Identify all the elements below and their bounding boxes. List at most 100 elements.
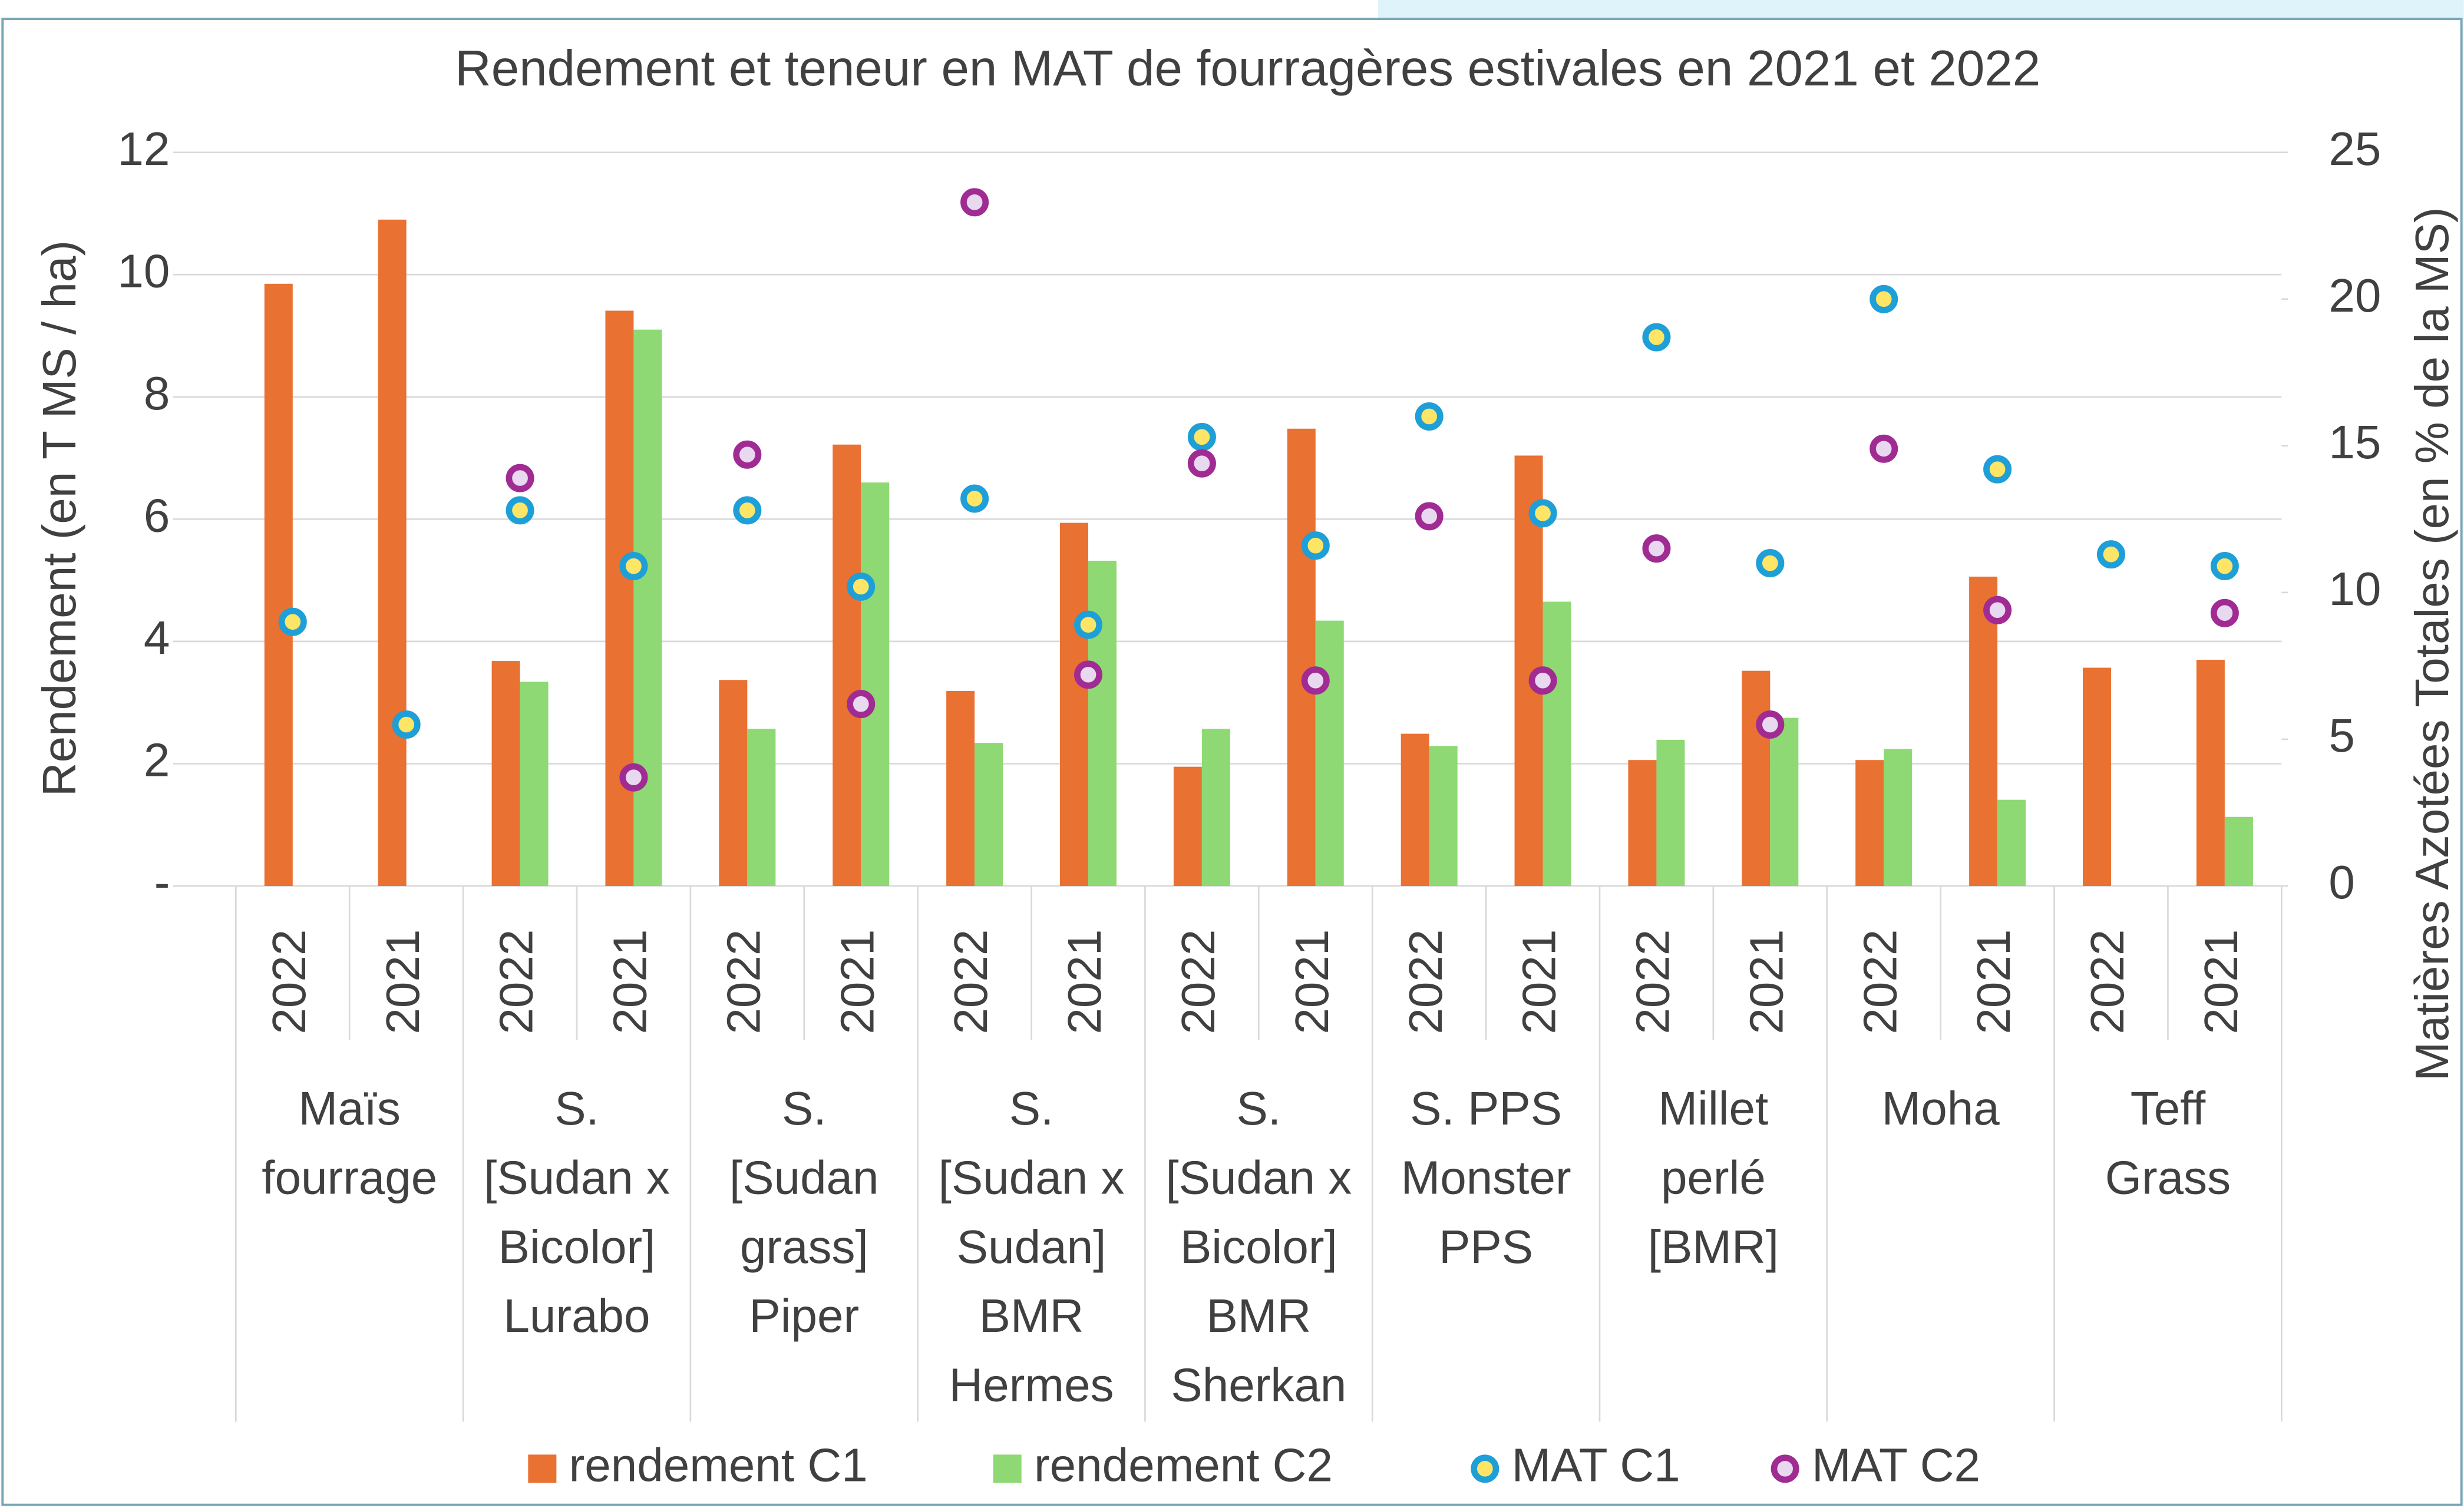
x-tick-label: 2021 — [1058, 930, 1111, 1034]
y2-tick-label: 0 — [2328, 856, 2355, 908]
marker — [1528, 666, 1557, 695]
x-tick-label: 2022 — [490, 930, 543, 1034]
x-tick-label: 2021 — [1967, 930, 2020, 1034]
marker — [506, 464, 534, 492]
marker — [1870, 434, 1898, 463]
marker — [1756, 549, 1785, 578]
group-label: Maïs — [299, 1082, 401, 1135]
bar — [520, 682, 549, 886]
group-label: S. — [554, 1082, 599, 1135]
bar — [1060, 522, 1088, 886]
y2-tick-label: 15 — [2328, 416, 2381, 468]
y2-tick-label: 10 — [2328, 563, 2381, 615]
bar — [975, 743, 1003, 886]
y2-axis-label: Matières Azotées Totales (en % de la MS) — [2406, 207, 2458, 1081]
group-label: BMR — [1206, 1289, 1311, 1342]
bar — [1742, 670, 1771, 886]
marker — [1983, 455, 2012, 484]
marker — [1187, 449, 1216, 478]
marker — [2210, 552, 2239, 581]
marker — [1301, 666, 1330, 695]
marker — [1756, 710, 1785, 739]
marker — [1187, 422, 1216, 451]
marker — [1528, 499, 1557, 528]
legend-label: MAT C2 — [1812, 1438, 1980, 1491]
marker — [1301, 531, 1330, 560]
marker — [619, 552, 648, 581]
group-label: [Sudan x — [939, 1151, 1125, 1203]
legend-label: MAT C1 — [1512, 1438, 1680, 1491]
group-label: Lurabo — [503, 1289, 650, 1342]
x-tick-label: 2022 — [1854, 930, 1906, 1034]
legend-swatch — [528, 1454, 557, 1483]
y2-tick-label: 25 — [2328, 123, 2381, 175]
bar — [1173, 766, 1202, 886]
group-label: Bicolor] — [498, 1221, 656, 1273]
marker — [847, 690, 876, 719]
bar — [1429, 746, 1458, 886]
bar — [264, 283, 293, 886]
y-tick-label: 12 — [117, 123, 170, 175]
top-strip — [1378, 0, 2464, 19]
marker — [392, 710, 421, 739]
bar — [833, 444, 861, 886]
group-label: Grass — [2105, 1151, 2231, 1203]
group-label: grass] — [740, 1221, 868, 1273]
bar — [491, 661, 520, 886]
y-tick-label: 2 — [144, 734, 170, 786]
x-tick-label: 2022 — [2081, 930, 2133, 1034]
x-tick-label: 2022 — [1627, 930, 1679, 1034]
bar — [1997, 799, 2026, 886]
group-label: Piper — [749, 1289, 859, 1342]
group-label: S. — [782, 1082, 827, 1135]
marker — [2097, 540, 2125, 569]
marker — [506, 496, 534, 525]
bar — [2224, 816, 2253, 886]
group-label: [Sudan x — [1165, 1151, 1352, 1203]
bar — [1656, 739, 1685, 886]
legend-swatch — [1771, 1454, 1799, 1483]
x-tick-label: 2022 — [944, 930, 997, 1034]
bar — [1884, 749, 1913, 886]
group-label: Monster — [1401, 1151, 1571, 1203]
x-tick-label: 2021 — [1740, 930, 1792, 1034]
legend-label: rendement C1 — [569, 1438, 868, 1491]
marker — [1415, 402, 1444, 431]
x-tick-label: 2022 — [717, 930, 769, 1034]
bar — [1969, 576, 1998, 886]
bar — [633, 329, 662, 886]
group-label: Teff — [2131, 1082, 2206, 1135]
bar — [2083, 667, 2111, 886]
marker — [1415, 502, 1444, 531]
marker — [1074, 610, 1102, 639]
group-label: Bicolor] — [1180, 1221, 1337, 1273]
y-tick-label: - — [154, 856, 170, 908]
chart-title: Rendement et teneur en MAT de fourragère… — [455, 41, 2040, 97]
x-tick-label: 2022 — [263, 930, 315, 1034]
x-tick-label: 2021 — [1513, 930, 1565, 1034]
y-axis-label: Rendement (en T MS / ha) — [33, 240, 85, 796]
x-tick-label: 2021 — [2195, 930, 2247, 1034]
marker — [619, 763, 648, 792]
marker — [847, 572, 876, 601]
bar — [1770, 717, 1799, 886]
bar — [1543, 601, 1571, 886]
y-tick-label: 8 — [144, 367, 170, 419]
legend-label: rendement C2 — [1034, 1438, 1333, 1491]
group-label: S. — [1009, 1082, 1054, 1135]
group-label: perlé — [1661, 1151, 1766, 1203]
bar — [719, 680, 748, 886]
x-tick-label: 2021 — [376, 930, 429, 1034]
marker — [733, 440, 762, 469]
bar — [1628, 760, 1657, 886]
x-tick-label: 2022 — [1399, 930, 1452, 1034]
group-label: [Sudan — [729, 1151, 879, 1203]
bar — [1287, 428, 1316, 886]
marker — [1983, 596, 2012, 624]
frame — [1, 18, 2463, 1506]
x-tick-label: 2022 — [1172, 930, 1224, 1034]
group-label: S. PPS — [1410, 1082, 1562, 1135]
marker — [1642, 534, 1671, 563]
group-label: BMR — [979, 1289, 1084, 1342]
